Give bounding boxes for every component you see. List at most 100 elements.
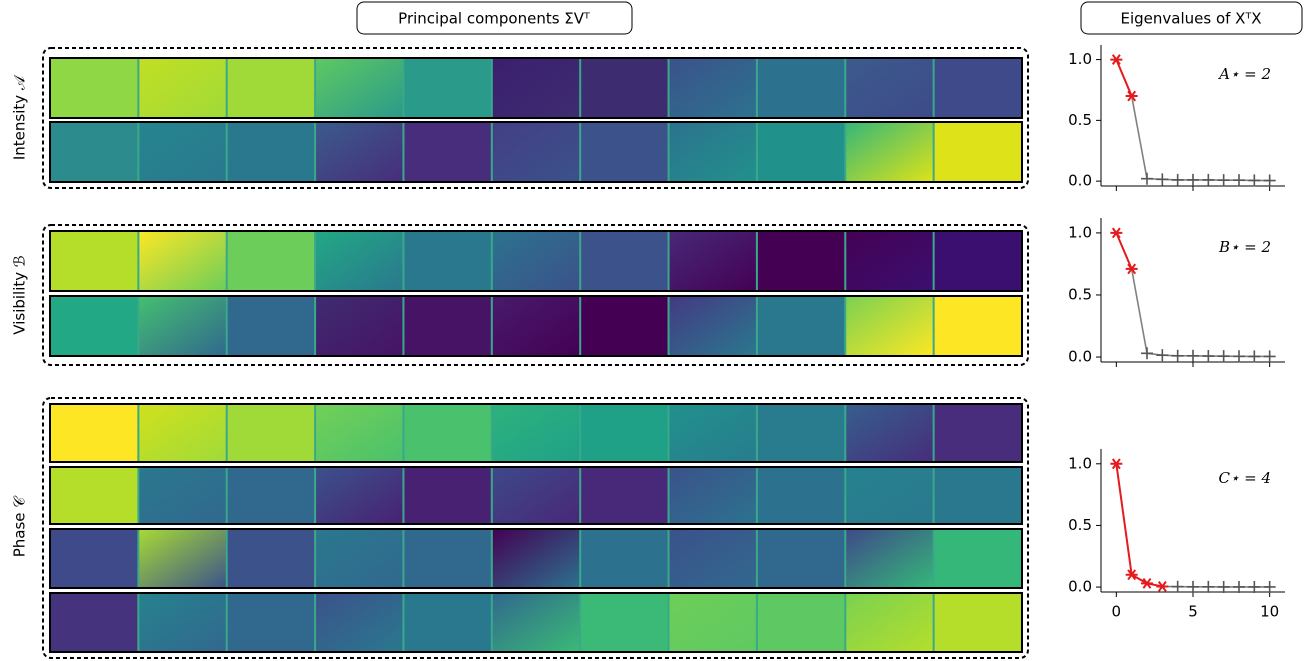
image-tile (669, 467, 757, 524)
point (1187, 350, 1199, 362)
image-tile (50, 231, 138, 291)
image-tile (845, 529, 933, 588)
image-tile (403, 231, 491, 291)
image-tile (669, 593, 757, 652)
panel-title: Eigenvalues of XᵀX (1120, 10, 1261, 28)
image-tile (934, 231, 1022, 291)
image-tile (580, 58, 668, 118)
image-tile (492, 122, 580, 182)
row-label: Phase 𝒞 (11, 495, 29, 558)
row-label: Intensity 𝒜 (11, 74, 29, 160)
point (1264, 581, 1276, 593)
image-tile (492, 296, 580, 356)
image-tile (757, 404, 845, 462)
image-tile (315, 529, 403, 588)
image-tile (757, 529, 845, 588)
image-tile (50, 467, 138, 524)
image-tile (227, 296, 315, 356)
image-tile (50, 404, 138, 462)
y-tick-label: 1.0 (1068, 223, 1092, 241)
image-tile (492, 467, 580, 524)
image-tile (845, 467, 933, 524)
image-tile (227, 593, 315, 652)
image-tile (934, 467, 1022, 524)
image-tile (669, 296, 757, 356)
line-segment (1116, 464, 1131, 575)
image-tile (757, 231, 845, 291)
image-tile (757, 467, 845, 524)
row-label: Visibility ℬ (11, 255, 29, 335)
image-tile (227, 58, 315, 118)
y-tick-label: 0.5 (1068, 516, 1092, 534)
image-tile (757, 593, 845, 652)
image-tile (315, 231, 403, 291)
point (1156, 349, 1168, 361)
image-tile (934, 404, 1022, 462)
image-tile (138, 467, 226, 524)
image-tile (580, 404, 668, 462)
image-tile (138, 404, 226, 462)
annotation: B⋆ = 2 (1218, 238, 1271, 256)
y-tick-label: 0.5 (1068, 285, 1092, 303)
image-tile (50, 122, 138, 182)
point (1264, 350, 1276, 362)
image-tile (845, 231, 933, 291)
image-tile (845, 404, 933, 462)
image-tile (403, 58, 491, 118)
image-tile (492, 404, 580, 462)
image-tile (403, 593, 491, 652)
image-tile (50, 529, 138, 588)
point (1141, 347, 1153, 359)
image-tile (492, 593, 580, 652)
point (1248, 174, 1260, 186)
point (1202, 581, 1214, 593)
image-tile (403, 404, 491, 462)
image-tile (138, 529, 226, 588)
point (1202, 174, 1214, 186)
image-tile (845, 593, 933, 652)
y-tick-label: 0.0 (1068, 172, 1092, 190)
x-tick-label: 5 (1188, 603, 1198, 621)
line-segment (1116, 233, 1131, 269)
image-tile (669, 529, 757, 588)
image-tile (403, 467, 491, 524)
image-tile (845, 296, 933, 356)
image-tile (580, 593, 668, 652)
image-tile (580, 529, 668, 588)
image-tile (580, 231, 668, 291)
point (1172, 581, 1184, 593)
figure: Principal components ΣVᵀ Eigenvalues of … (0, 0, 1308, 661)
y-tick-label: 0.5 (1068, 111, 1092, 129)
image-tile (934, 529, 1022, 588)
image-tile (138, 58, 226, 118)
image-tile (757, 58, 845, 118)
point (1248, 350, 1260, 362)
point (1218, 581, 1230, 593)
point (1218, 174, 1230, 186)
image-tile (315, 593, 403, 652)
image-tile (580, 467, 668, 524)
image-tile (403, 122, 491, 182)
y-tick-label: 0.0 (1068, 578, 1092, 596)
image-tile (492, 231, 580, 291)
point (1172, 174, 1184, 186)
image-tile (50, 296, 138, 356)
image-tile (227, 529, 315, 588)
image-tile (315, 404, 403, 462)
point (1233, 581, 1245, 593)
line-segment (1116, 60, 1131, 96)
point (1110, 55, 1122, 65)
point (1233, 350, 1245, 362)
x-tick-label: 0 (1112, 603, 1122, 621)
point (1110, 228, 1122, 238)
image-tile (227, 122, 315, 182)
annotation: C⋆ = 4 (1218, 469, 1271, 487)
image-tile (669, 122, 757, 182)
point (1202, 350, 1214, 362)
line-segment (1132, 96, 1147, 179)
point (1141, 173, 1153, 185)
image-tile (934, 593, 1022, 652)
panel-title: Principal components ΣVᵀ (398, 10, 590, 28)
point (1187, 581, 1199, 593)
image-tile (492, 529, 580, 588)
